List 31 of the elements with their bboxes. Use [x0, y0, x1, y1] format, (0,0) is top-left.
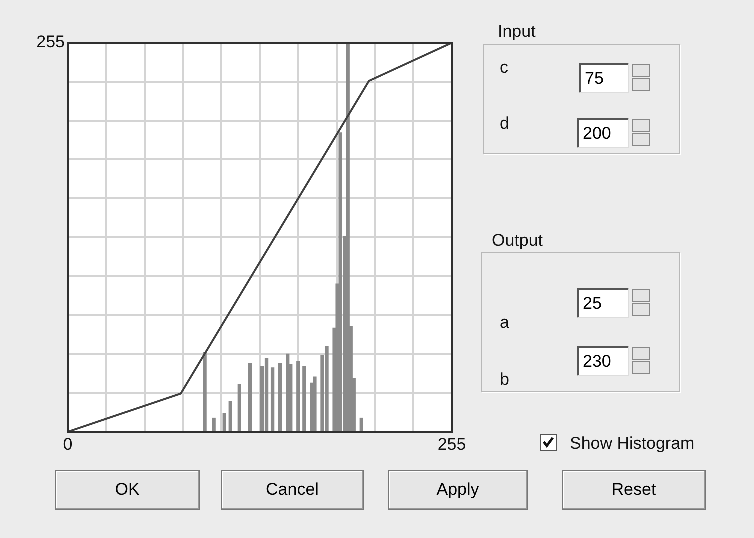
text: Reset: [562, 470, 706, 510]
text: d: [500, 114, 510, 134]
bar: [346, 43, 350, 432]
text: 75: [579, 63, 629, 93]
bar: [338, 132, 342, 432]
text: 230: [577, 346, 629, 376]
text: 200: [577, 118, 629, 148]
text: Cancel: [221, 470, 364, 510]
bar: [360, 418, 364, 432]
text: c: [500, 58, 508, 78]
bar: [238, 384, 242, 432]
text: 25: [577, 288, 629, 318]
text: Show Histogram: [570, 434, 695, 454]
bar: [278, 363, 282, 432]
text: b: [500, 370, 510, 390]
x-tick-label: 0: [63, 434, 73, 454]
bar: [248, 363, 252, 432]
text: a: [500, 313, 510, 333]
bar: [264, 358, 269, 432]
text: Apply: [388, 470, 528, 510]
bar: [212, 418, 216, 432]
bar: [313, 376, 317, 432]
bar: [228, 401, 232, 432]
bar: [302, 366, 306, 432]
bar: [222, 413, 226, 432]
text: Input: [496, 22, 538, 42]
bar: [296, 362, 300, 432]
text: OK: [55, 470, 200, 510]
text: Output: [490, 231, 546, 251]
bar: [270, 368, 275, 432]
bar: [203, 352, 207, 432]
